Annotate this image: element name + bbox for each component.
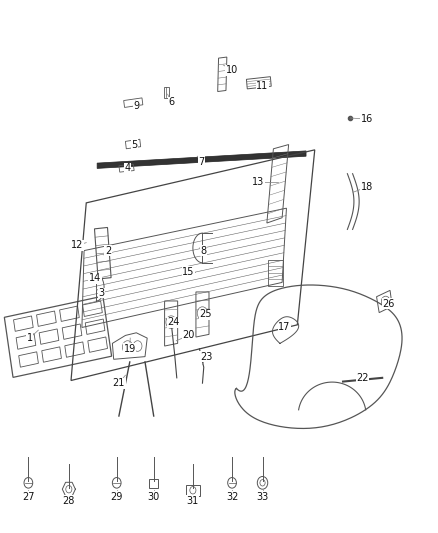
Text: 32: 32 (226, 491, 238, 502)
Text: 24: 24 (167, 317, 180, 327)
Text: 27: 27 (22, 491, 35, 502)
Text: 21: 21 (113, 378, 125, 388)
Text: 8: 8 (201, 246, 207, 256)
Bar (164, 87, 169, 98)
Text: 15: 15 (182, 267, 195, 277)
Text: 17: 17 (278, 322, 290, 333)
Text: 2: 2 (105, 246, 111, 256)
Text: 19: 19 (124, 344, 136, 354)
Text: 4: 4 (124, 164, 131, 173)
Text: 29: 29 (110, 491, 123, 502)
Text: 28: 28 (63, 496, 75, 506)
Text: 12: 12 (71, 240, 84, 251)
Text: 7: 7 (198, 157, 205, 166)
Bar (268, 260, 283, 286)
Text: 13: 13 (252, 176, 264, 187)
Text: 22: 22 (357, 373, 369, 383)
Text: 3: 3 (99, 288, 105, 298)
Text: 9: 9 (133, 101, 139, 111)
Text: 11: 11 (256, 81, 268, 91)
Text: 6: 6 (168, 97, 174, 107)
Text: 1: 1 (27, 333, 33, 343)
Text: 10: 10 (226, 66, 238, 75)
Text: 33: 33 (256, 491, 268, 502)
Text: 14: 14 (89, 273, 101, 283)
Text: 5: 5 (131, 140, 137, 150)
Text: 25: 25 (200, 309, 212, 319)
Bar (186, 485, 200, 496)
Text: 30: 30 (148, 491, 160, 502)
Text: 20: 20 (182, 330, 195, 341)
Bar (149, 479, 158, 488)
Text: 23: 23 (200, 352, 212, 361)
Text: 26: 26 (382, 298, 395, 309)
Text: 16: 16 (361, 114, 373, 124)
Polygon shape (97, 151, 306, 168)
Text: 18: 18 (361, 182, 373, 192)
Text: 31: 31 (187, 496, 199, 506)
